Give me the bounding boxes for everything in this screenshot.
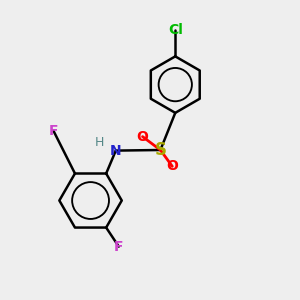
Text: N: N [110,144,122,158]
Text: S: S [154,141,166,159]
Text: H: H [95,136,104,149]
Text: O: O [136,130,148,144]
Text: F: F [114,240,124,254]
Text: F: F [49,124,58,138]
Text: O: O [167,159,178,173]
Text: Cl: Cl [168,22,183,37]
